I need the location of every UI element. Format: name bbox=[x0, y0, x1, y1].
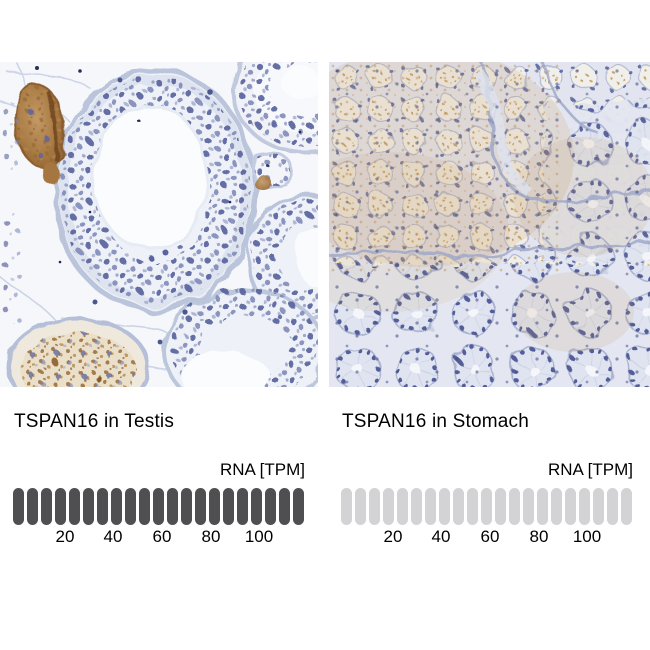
testis-ihc-micrograph bbox=[0, 62, 318, 387]
rna-pill bbox=[251, 488, 262, 525]
rna-pill bbox=[69, 488, 80, 525]
rna-pill bbox=[397, 488, 408, 525]
tick-label: 80 bbox=[529, 527, 549, 546]
rna-pill bbox=[111, 488, 122, 525]
tick-label: 20 bbox=[383, 527, 403, 546]
rna-pill bbox=[467, 488, 478, 525]
rna-pill bbox=[621, 488, 632, 525]
rna-pill bbox=[153, 488, 164, 525]
rna-pill bbox=[355, 488, 366, 525]
rna-pill bbox=[537, 488, 548, 525]
rna-pill bbox=[509, 488, 520, 525]
rna-pill bbox=[579, 488, 590, 525]
tick-label: 20 bbox=[55, 527, 75, 546]
rna-pill-bar-stomach bbox=[341, 488, 632, 525]
rna-pill bbox=[83, 488, 94, 525]
rna-pill bbox=[41, 488, 52, 525]
rna-pill bbox=[369, 488, 380, 525]
rna-pill bbox=[265, 488, 276, 525]
rna-pill bbox=[139, 488, 150, 525]
rna-pill bbox=[341, 488, 352, 525]
panel-testis: TSPAN16 in Testis RNA [TPM] 20 40 60 80 … bbox=[0, 0, 318, 650]
rna-pill bbox=[55, 488, 66, 525]
rna-pill bbox=[279, 488, 290, 525]
rna-pill bbox=[13, 488, 24, 525]
rna-pill bbox=[125, 488, 136, 525]
tick-label: 100 bbox=[244, 527, 274, 546]
rna-pill bbox=[551, 488, 562, 525]
rna-pill-bar-testis bbox=[13, 488, 304, 525]
panel-stomach: TSPAN16 in Stomach RNA [TPM] 20 40 60 80… bbox=[329, 0, 650, 650]
rna-pill bbox=[495, 488, 506, 525]
rna-pill bbox=[223, 488, 234, 525]
panel-caption-stomach: TSPAN16 in Stomach bbox=[342, 411, 529, 432]
rna-pill bbox=[167, 488, 178, 525]
rna-pill bbox=[97, 488, 108, 525]
rna-pill bbox=[411, 488, 422, 525]
rna-pill bbox=[237, 488, 248, 525]
rna-axis-ticks: 20 40 60 80 100 bbox=[341, 527, 633, 547]
rna-axis-ticks: 20 40 60 80 100 bbox=[13, 527, 305, 547]
tick-label: 60 bbox=[480, 527, 500, 546]
rna-pill bbox=[565, 488, 576, 525]
tick-label: 60 bbox=[152, 527, 172, 546]
rna-pill bbox=[27, 488, 38, 525]
rna-pill bbox=[439, 488, 450, 525]
tick-label: 80 bbox=[201, 527, 221, 546]
rna-pill bbox=[593, 488, 604, 525]
rna-pill bbox=[209, 488, 220, 525]
rna-pill bbox=[523, 488, 534, 525]
rna-pill bbox=[181, 488, 192, 525]
rna-tpm-label: RNA [TPM] bbox=[547, 460, 633, 479]
rna-pill bbox=[195, 488, 206, 525]
tick-label: 40 bbox=[431, 527, 451, 546]
rna-tpm-label: RNA [TPM] bbox=[219, 460, 305, 479]
stomach-ihc-micrograph bbox=[329, 62, 650, 387]
rna-pill bbox=[481, 488, 492, 525]
rna-pill bbox=[293, 488, 304, 525]
tick-label: 100 bbox=[572, 527, 602, 546]
rna-pill bbox=[453, 488, 464, 525]
rna-pill bbox=[607, 488, 618, 525]
tick-label: 40 bbox=[103, 527, 123, 546]
rna-pill bbox=[425, 488, 436, 525]
panel-caption-testis: TSPAN16 in Testis bbox=[14, 411, 175, 432]
rna-pill bbox=[383, 488, 394, 525]
